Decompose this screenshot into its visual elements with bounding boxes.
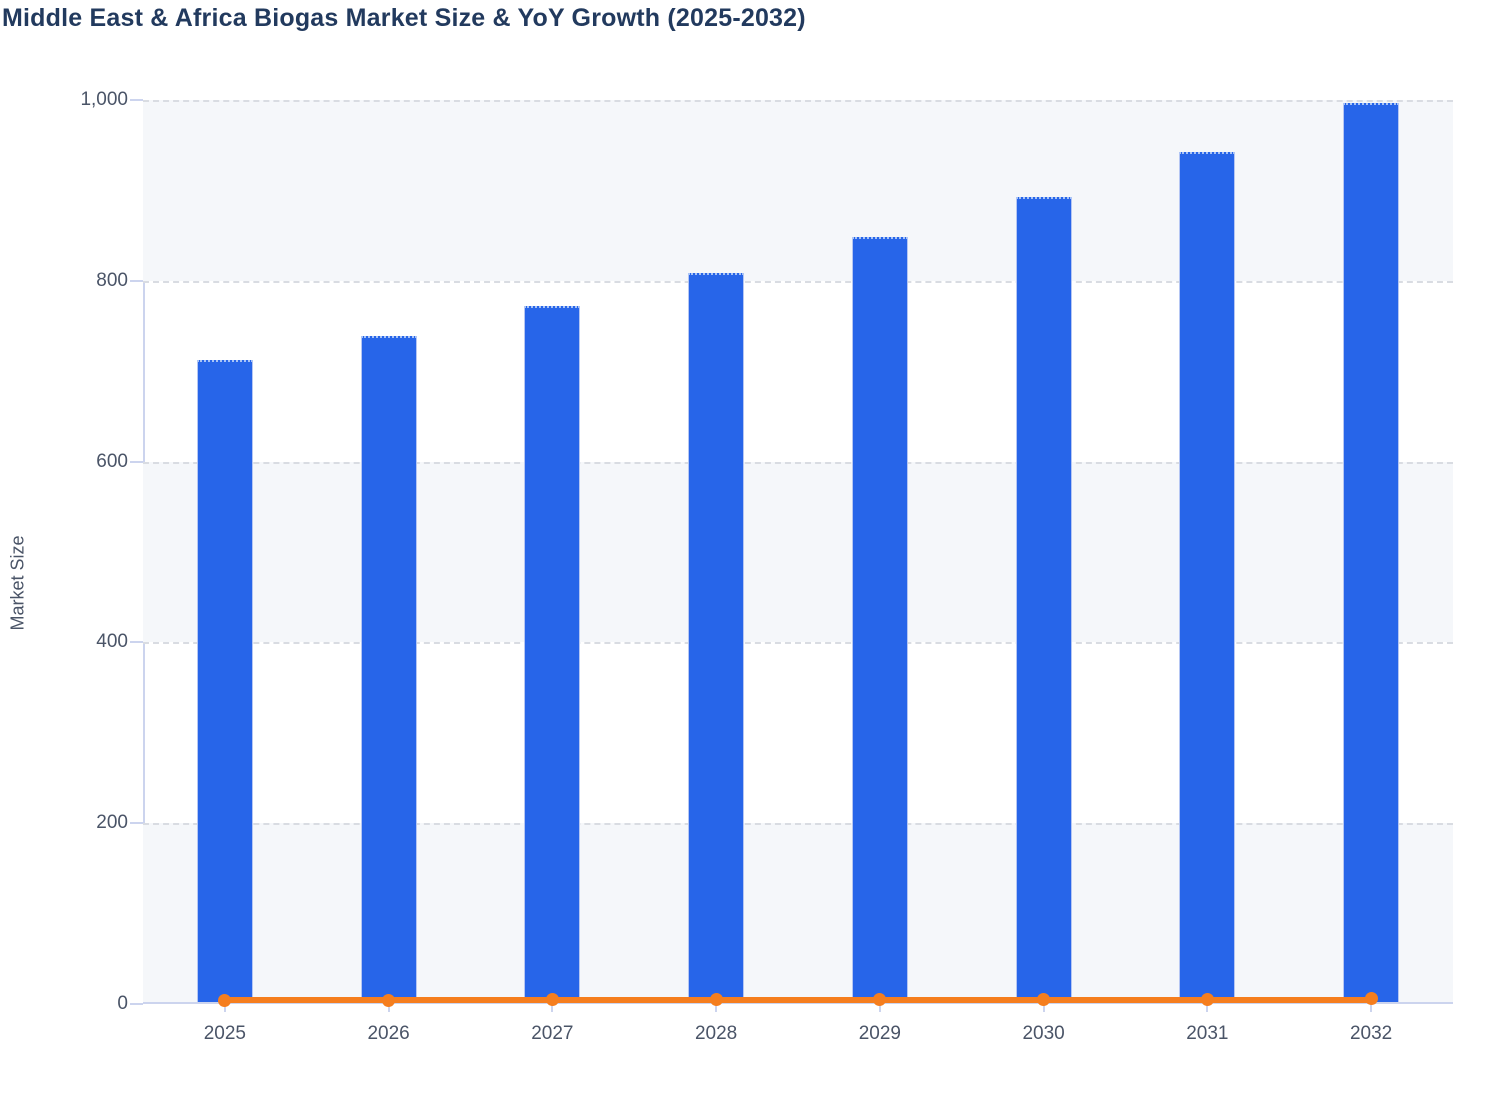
bar	[851, 237, 908, 1004]
x-tick-mark	[1206, 1004, 1209, 1012]
x-tick-label: 2026	[367, 1023, 410, 1044]
gridline	[143, 461, 1453, 464]
growth-marker	[1200, 992, 1214, 1006]
gridline	[143, 823, 1453, 826]
x-tick-mark	[223, 1004, 226, 1012]
x-axis-labels: 2025 2026 2027 2028 2029 2030 2031 2032	[143, 1022, 1453, 1052]
bar	[360, 335, 417, 1004]
growth-marker	[873, 993, 887, 1007]
x-tick-label: 2027	[531, 1023, 574, 1044]
growth-line	[224, 996, 1372, 1003]
x-tick-mark	[878, 1004, 881, 1012]
y-tick-label: 800	[96, 269, 128, 291]
y-axis-labels: 1,000 800 600 400 200 0	[0, 89, 128, 1014]
x-tick-label: 2025	[203, 1023, 247, 1044]
x-tick-mark	[1370, 1004, 1373, 1012]
y-tick-label: 400	[96, 631, 128, 653]
background-band	[143, 461, 1453, 643]
growth-marker	[382, 994, 396, 1008]
background-band	[143, 100, 1453, 281]
chart-title: Middle East & Africa Biogas Market Size …	[2, 4, 806, 32]
growth-marker	[709, 993, 723, 1007]
growth-marker	[1364, 992, 1378, 1006]
y-tick-label: 600	[96, 450, 128, 472]
bar	[1015, 196, 1072, 1004]
x-tick-label: 2029	[858, 1023, 902, 1044]
x-tick-label: 2032	[1349, 1023, 1393, 1044]
bar	[524, 306, 581, 1004]
plot-area	[130, 99, 1453, 1012]
y-tick-label: 0	[117, 993, 128, 1014]
background-band	[143, 823, 1453, 1004]
x-tick-mark	[715, 1004, 718, 1012]
y-tick-label: 1,000	[80, 89, 128, 110]
growth-marker	[1037, 992, 1051, 1006]
growth-marker	[218, 994, 232, 1008]
gridline	[143, 280, 1453, 283]
gridline	[143, 642, 1453, 645]
x-tick-mark	[551, 1004, 554, 1012]
bar	[688, 272, 745, 1004]
y-tick-mark	[130, 460, 143, 463]
bar	[1179, 152, 1236, 1004]
bar	[196, 360, 253, 1004]
y-tick-mark	[130, 99, 143, 101]
x-tick-label: 2031	[1186, 1023, 1229, 1044]
x-tick-label: 2030	[1022, 1023, 1065, 1044]
y-tick-mark	[130, 1003, 143, 1005]
x-tick-label: 2028	[694, 1023, 738, 1044]
y-tick-mark	[130, 641, 143, 644]
y-tick-label: 200	[96, 812, 128, 834]
x-tick-mark	[1042, 1004, 1045, 1012]
x-tick-mark	[387, 1004, 390, 1012]
x-axis-line	[143, 1002, 1453, 1004]
y-tick-mark	[130, 822, 143, 825]
y-tick-mark	[130, 279, 143, 282]
gridline	[143, 100, 1453, 102]
growth-marker	[545, 993, 559, 1007]
bar	[1343, 102, 1400, 1004]
